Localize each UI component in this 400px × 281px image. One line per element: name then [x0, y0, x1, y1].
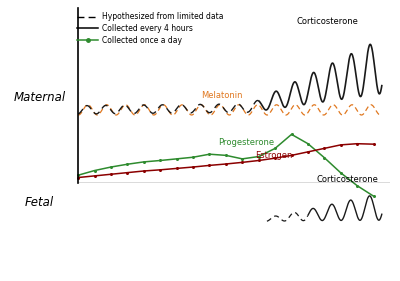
Text: E2: E2 — [72, 255, 84, 264]
Text: E10: E10 — [201, 255, 218, 264]
Text: E6: E6 — [138, 255, 150, 264]
Text: Melatonin: Melatonin — [201, 91, 243, 100]
Text: P0: P0 — [368, 255, 379, 264]
Text: Corticosterone: Corticosterone — [316, 175, 378, 184]
Text: E8: E8 — [171, 255, 182, 264]
Text: Estrogen: Estrogen — [256, 151, 293, 160]
Text: E16: E16 — [299, 255, 316, 264]
Text: Progesterone: Progesterone — [218, 138, 274, 147]
Text: E4: E4 — [106, 255, 117, 264]
Legend: Hypothesized from limited data, Collected every 4 hours, Collected once a day: Hypothesized from limited data, Collecte… — [77, 12, 224, 45]
Text: E18: E18 — [332, 255, 349, 264]
Text: Fetal: Fetal — [25, 196, 54, 209]
Text: Corticosterone: Corticosterone — [296, 17, 358, 26]
Text: E12: E12 — [234, 255, 251, 264]
Text: E14: E14 — [267, 255, 284, 264]
Text: Maternal: Maternal — [14, 90, 66, 104]
